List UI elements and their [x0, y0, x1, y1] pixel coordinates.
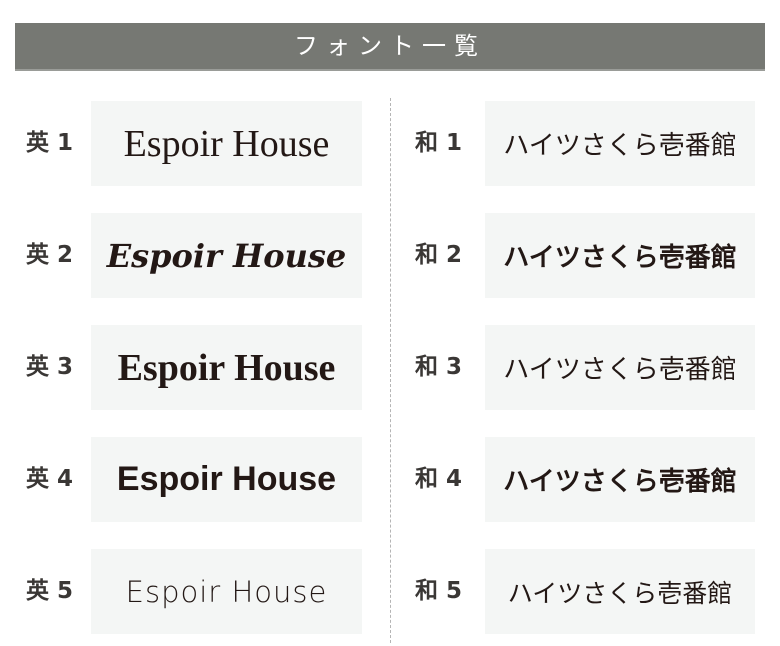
font-sample-japanese-3: ハイツさくら壱番館 — [485, 325, 755, 410]
font-label: 和 3 — [415, 354, 463, 380]
font-sample-english-5: Espoir House — [91, 549, 362, 634]
column-divider — [390, 98, 391, 643]
font-label: 和 5 — [415, 578, 463, 604]
font-label: 和 1 — [415, 130, 463, 156]
font-sample-japanese-5: ハイツさくら壱番館 — [485, 549, 755, 634]
font-label: 英 1 — [26, 130, 74, 156]
page-title: フォント一覧 — [15, 23, 765, 71]
font-sample-english-4: Espoir House — [91, 437, 362, 522]
font-sample-english-2: Espoir House — [91, 213, 362, 298]
font-sample-japanese-1: ハイツさくら壱番館 — [485, 101, 755, 186]
font-label: 和 4 — [415, 466, 463, 492]
font-sample-english-1: Espoir House — [91, 101, 362, 186]
font-sample-japanese-4: ハイツさくら壱番館 — [485, 437, 755, 522]
font-label: 英 2 — [26, 242, 74, 268]
font-label: 和 2 — [415, 242, 463, 268]
font-label: 英 4 — [26, 466, 74, 492]
font-sample-english-3: Espoir House — [91, 325, 362, 410]
font-sample-japanese-2: ハイツさくら壱番館 — [485, 213, 755, 298]
font-label: 英 3 — [26, 354, 74, 380]
font-label: 英 5 — [26, 578, 74, 604]
